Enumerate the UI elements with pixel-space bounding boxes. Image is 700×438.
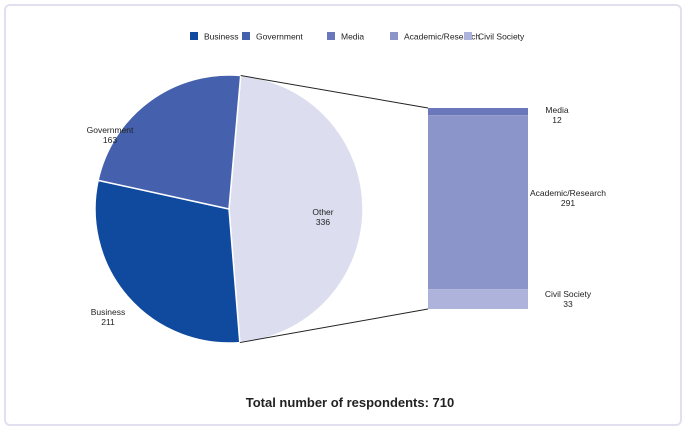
connector-line-bottom: [239, 308, 429, 344]
bar-value: 12: [552, 115, 562, 125]
pie-slice-government: [97, 74, 242, 210]
legend-swatch: [464, 32, 472, 40]
bar-label: Academic/Research: [530, 188, 606, 198]
bar-label: Media: [545, 105, 568, 115]
legend-label: Business: [204, 32, 239, 42]
total-respondents: Total number of respondents: 710: [245, 395, 455, 410]
legend-swatch: [327, 32, 335, 40]
bar-value: 291: [561, 198, 575, 208]
bar-segment-media: [428, 108, 528, 116]
slice-value: 211: [101, 317, 115, 327]
legend-label: Academic/Research: [404, 32, 480, 42]
slice-value: 336: [316, 217, 330, 227]
legend-swatch: [242, 32, 250, 40]
legend-swatch: [190, 32, 198, 40]
bar-segment-academic-research: [428, 115, 528, 290]
slice-label: Other: [312, 207, 333, 217]
bar-segment-civil-society: [428, 289, 528, 309]
slice-value: 163: [103, 135, 117, 145]
slice-label: Government: [87, 125, 134, 135]
legend-label: Media: [341, 32, 364, 42]
chart-frame: [4, 4, 682, 426]
pie-slice-business: [94, 179, 241, 344]
connector-line-top: [240, 75, 429, 109]
slice-label: Business: [91, 307, 126, 317]
legend-swatch: [390, 32, 398, 40]
bar-label: Civil Society: [545, 289, 592, 299]
pie-slice-other: [228, 74, 364, 344]
bar-value: 33: [563, 299, 573, 309]
legend-label: Civil Society: [478, 32, 525, 42]
legend-label: Government: [256, 32, 303, 42]
